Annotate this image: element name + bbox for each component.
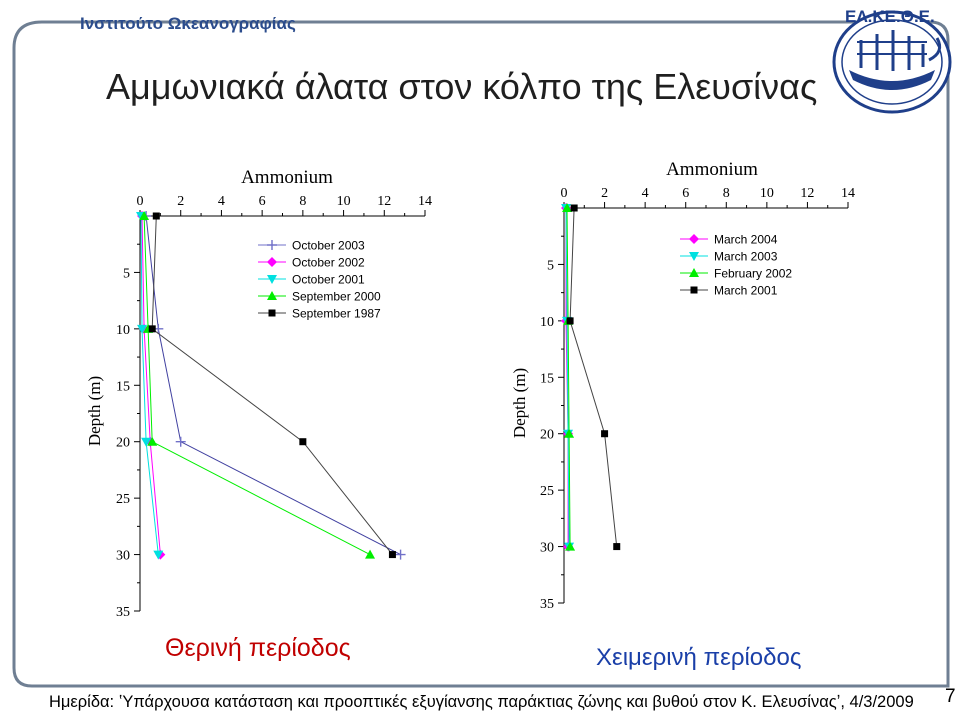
y-tick-label: 15 xyxy=(540,371,554,386)
legend-label: September 1987 xyxy=(292,307,381,321)
data-point xyxy=(365,549,376,559)
x-tick-label: 12 xyxy=(800,186,814,201)
x-tick-label: 14 xyxy=(418,194,432,209)
y-tick-label: 25 xyxy=(116,492,130,507)
footer-text: Ημερίδα: ʽΥπάρχουσα κατάσταση και προοπτ… xyxy=(49,693,914,711)
legend-marker xyxy=(689,268,699,277)
data-point xyxy=(566,317,574,325)
x-tick-label: 10 xyxy=(337,194,351,209)
slide-title: Αμμωνιακά άλατα στον κόλπο της Ελευσίνας xyxy=(106,66,818,107)
legend-label: February 2002 xyxy=(714,267,792,281)
data-point xyxy=(175,436,186,447)
y-tick-label: 20 xyxy=(116,436,130,451)
data-point xyxy=(137,324,148,334)
x-tick-label: 10 xyxy=(760,186,774,201)
data-point xyxy=(570,204,578,212)
series-line xyxy=(151,215,393,555)
series-line xyxy=(143,215,371,556)
legend-label: October 2001 xyxy=(292,273,365,287)
series-line xyxy=(141,215,161,555)
institute-name: Ινστιτούτο Ωκεανογραφίας xyxy=(80,14,296,33)
legend-marker xyxy=(689,252,699,261)
y-tick-label: 10 xyxy=(540,315,554,330)
y-tick-label: 5 xyxy=(547,258,554,273)
legend-label: October 2002 xyxy=(292,256,365,270)
x-tick-label: 4 xyxy=(642,186,649,201)
series-line xyxy=(566,207,571,547)
x-tick-label: 6 xyxy=(682,186,689,201)
x-tick-label: 0 xyxy=(561,186,568,201)
page-number: 7 xyxy=(945,686,956,707)
data-point xyxy=(562,203,573,212)
y-tick-label: 35 xyxy=(540,597,554,612)
y-tick-label: 35 xyxy=(116,605,130,620)
x-tick-label: 12 xyxy=(377,194,391,209)
legend: March 2004 March 2003 February 2002 March 2… xyxy=(680,233,792,298)
y-tick-label: 15 xyxy=(116,379,130,394)
institute-logo: ΕΛ.ΚΕ.Θ.Ε. xyxy=(832,7,952,114)
y-tick-label: 25 xyxy=(540,484,554,499)
data-point xyxy=(388,551,396,559)
chart-title: Ammonium xyxy=(241,167,333,188)
data-point xyxy=(152,212,160,220)
legend-marker xyxy=(690,286,698,294)
data-point xyxy=(141,437,152,447)
y-tick-label: 30 xyxy=(116,549,130,564)
data-point xyxy=(299,438,307,446)
data-point xyxy=(395,549,406,560)
x-tick-label: 0 xyxy=(137,194,144,209)
series-line xyxy=(145,215,401,556)
y-axis-label: Depth (m) xyxy=(85,376,104,446)
y-tick-label: 30 xyxy=(540,541,554,556)
x-tick-label: 14 xyxy=(841,186,855,201)
series-march-2001 xyxy=(566,204,621,551)
legend-label: October 2003 xyxy=(292,239,365,253)
logo-text: ΕΛ.ΚΕ.Θ.Ε. xyxy=(845,7,935,26)
series-september-1987 xyxy=(148,212,396,559)
series-line xyxy=(569,207,618,547)
summer-period-label: Θερινή περίοδος xyxy=(165,634,351,662)
legend-marker xyxy=(267,275,277,284)
x-tick-label: 4 xyxy=(218,194,225,209)
data-point xyxy=(148,325,156,333)
x-tick-label: 2 xyxy=(601,186,608,201)
data-point xyxy=(153,550,164,560)
legend-marker xyxy=(689,234,699,244)
y-axis-label: Depth (m) xyxy=(510,368,529,438)
legend: October 2003 October 2002 October 2001 Sept… xyxy=(258,239,381,321)
x-tick-label: 6 xyxy=(259,194,266,209)
series-line xyxy=(140,215,159,555)
legend-marker xyxy=(267,291,277,300)
legend-marker xyxy=(268,309,276,317)
legend-label: March 2004 xyxy=(714,233,778,247)
winter-period-label: Χειμερινή περίοδος xyxy=(596,644,802,671)
legend-label: March 2001 xyxy=(714,284,778,298)
x-tick-label: 2 xyxy=(177,194,184,209)
data-point xyxy=(613,543,621,551)
legend-marker xyxy=(267,257,277,267)
y-tick-label: 20 xyxy=(540,428,554,443)
y-tick-label: 5 xyxy=(123,266,130,281)
chart-title: Ammonium xyxy=(666,159,758,180)
data-point xyxy=(601,430,609,438)
x-tick-label: 8 xyxy=(723,186,730,201)
series-line xyxy=(565,207,570,547)
legend-label: September 2000 xyxy=(292,290,381,304)
data-point xyxy=(139,211,150,220)
data-point xyxy=(565,541,576,551)
y-tick-label: 10 xyxy=(116,323,130,338)
legend-marker xyxy=(267,240,277,250)
data-point xyxy=(147,436,158,446)
x-tick-label: 8 xyxy=(299,194,306,209)
legend-label: March 2003 xyxy=(714,250,778,264)
data-point xyxy=(564,428,575,438)
